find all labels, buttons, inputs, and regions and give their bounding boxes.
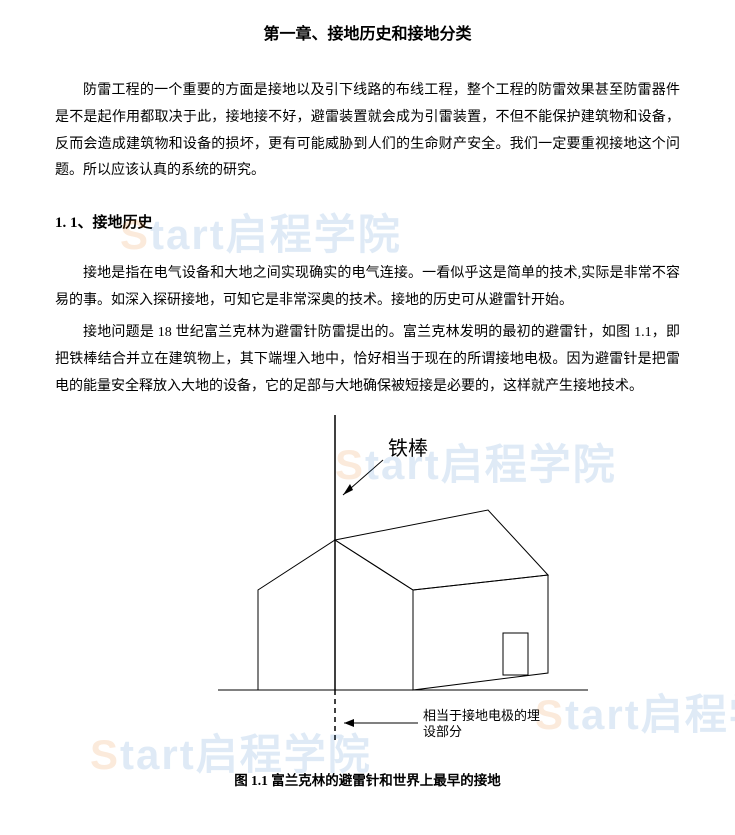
figure-1-1: 铁棒 相当于接地电极的埋 设部分 图 1.1 富兰克林的避雷针和世界上最早的接地 [55, 410, 680, 793]
section-heading-1-1: 1. 1、接地历史 [55, 209, 680, 238]
paragraph-1-1-2: 接地问题是 18 世纪富兰克林为避雷针防雷提出的。富兰克林发明的最初的避雷针，如… [55, 320, 680, 400]
rod-label: 铁棒 [388, 437, 428, 460]
chapter-title: 第一章、接地历史和接地分类 [55, 20, 680, 50]
intro-paragraph: 防雷工程的一个重要的方面是接地以及引下线路的布线工程，整个工程的防雷效果甚至防雷… [55, 78, 680, 184]
paragraph-1-1-1: 接地是指在电气设备和大地之间实现确实的电气连接。一看似乎这是简单的技术,实际是非… [55, 261, 680, 314]
lightning-rod-diagram: 铁棒 相当于接地电极的埋 设部分 [88, 410, 648, 755]
underground-label-line2: 设部分 [423, 724, 462, 739]
underground-label-line1: 相当于接地电极的埋 [423, 708, 540, 723]
figure-caption: 图 1.1 富兰克林的避雷针和世界上最早的接地 [55, 768, 680, 794]
